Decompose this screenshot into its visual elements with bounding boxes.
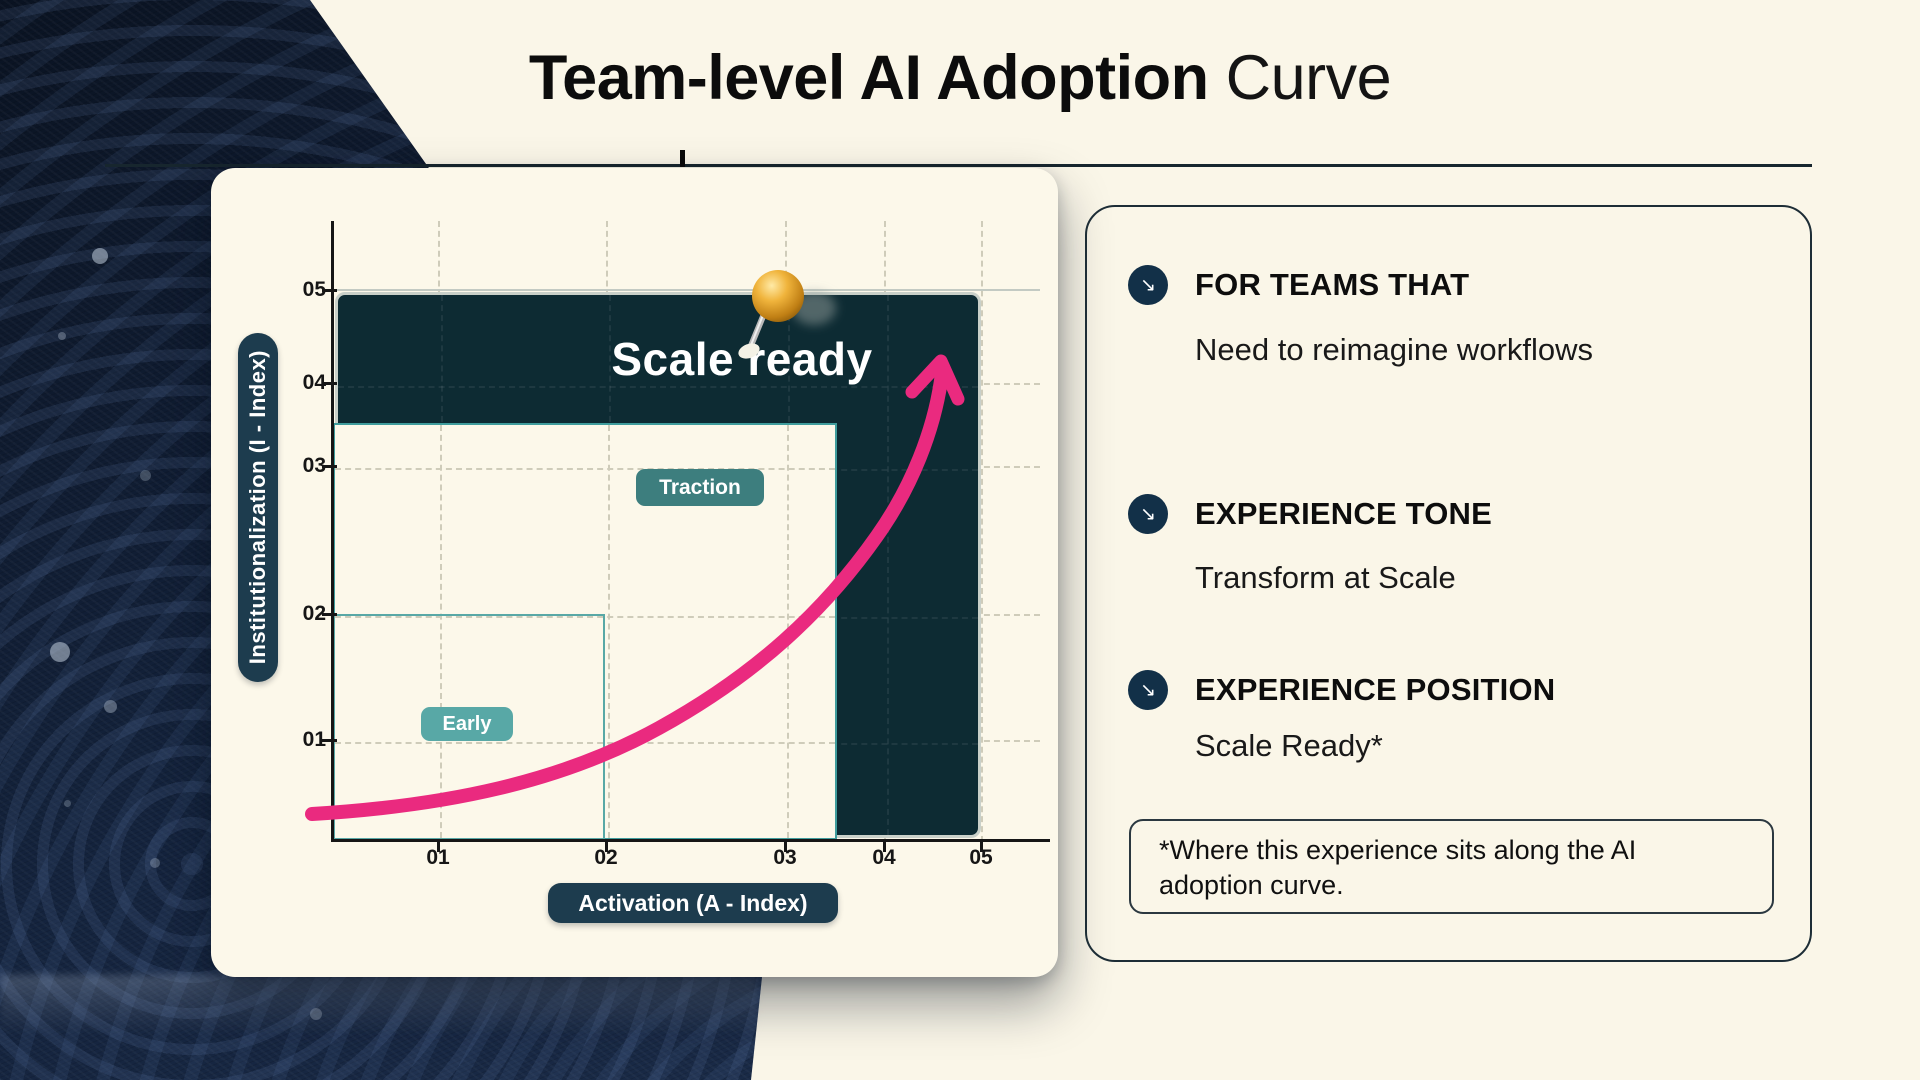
- x-tick-label: 04: [872, 846, 896, 869]
- light-wash-overlay: [0, 975, 758, 1035]
- x-axis-label-badge: Activation (A - Index): [548, 883, 838, 923]
- arrow-glyph: ↘: [1140, 503, 1156, 525]
- gridline-y05: [333, 289, 1040, 291]
- x-tick: [437, 842, 440, 852]
- speckle-dot: [140, 470, 151, 481]
- panel-body: Scale Ready*: [1195, 728, 1383, 763]
- panel-body: Transform at Scale: [1195, 560, 1456, 595]
- x-tick-label: 03: [773, 846, 797, 869]
- arrow-down-right-icon: ↘: [1128, 670, 1168, 710]
- speckle-dot: [64, 800, 71, 807]
- speckle-dot: [58, 332, 66, 340]
- slide-notch: [680, 150, 685, 167]
- y-tick-label: 01: [302, 728, 326, 751]
- chart-card: 05 04 03 02 01 01 02 03 04 05 Scale read…: [211, 168, 1058, 977]
- arrow-glyph: ↘: [1140, 679, 1156, 701]
- panel-heading: EXPERIENCE TONE: [1195, 496, 1493, 531]
- speckle-dot: [150, 858, 160, 868]
- y-axis-label-text: Institutionalization (I - Index): [245, 350, 270, 665]
- page-title: Team-level AI Adoption Curve: [0, 42, 1920, 114]
- speckle-dot: [104, 700, 117, 713]
- x-axis-line: [331, 839, 1050, 842]
- zone-label-traction: Traction: [636, 469, 764, 506]
- footnote-line: adoption curve.: [1159, 870, 1344, 900]
- arrow-glyph: ↘: [1140, 274, 1156, 296]
- panel-heading: FOR TEAMS THAT: [1195, 267, 1470, 302]
- x-tick: [784, 842, 787, 852]
- page-title-bold: Team-level AI Adoption: [528, 43, 1209, 113]
- x-tick-label: 02: [594, 846, 618, 869]
- page-title-light: Curve: [1225, 43, 1392, 113]
- x-tick: [883, 842, 886, 852]
- title-underline: [105, 164, 1812, 167]
- x-tick-label: 01: [426, 846, 450, 869]
- zone-gridline: [608, 425, 610, 838]
- gridline-x05: [981, 221, 983, 842]
- zone-label-scale-ready: Scale ready: [611, 333, 873, 385]
- y-tick-label: 02: [302, 602, 326, 625]
- arrow-down-right-icon: ↘: [1128, 265, 1168, 305]
- y-tick-label: 04: [302, 371, 326, 394]
- zone-gridline: [787, 425, 789, 838]
- zone-label-early: Early: [421, 707, 513, 741]
- footnote-box: *Where this experience sits along the AI…: [1129, 819, 1774, 914]
- speckle-dot: [50, 642, 70, 662]
- y-axis-label-badge: Institutionalization (I - Index): [238, 333, 278, 682]
- panel-body: Need to reimagine workflows: [1195, 332, 1594, 367]
- footnote-line: *Where this experience sits along the AI: [1159, 835, 1637, 865]
- arrow-down-right-icon: ↘: [1128, 494, 1168, 534]
- y-axis-line: [331, 221, 334, 842]
- x-tick: [605, 842, 608, 852]
- panel-heading: EXPERIENCE POSITION: [1195, 672, 1556, 707]
- info-panel: ↘ FOR TEAMS THAT Need to reimagine workf…: [1085, 205, 1812, 962]
- x-tick-label: 05: [969, 846, 993, 869]
- y-tick-label: 05: [302, 278, 326, 301]
- zone-gridline: [338, 386, 978, 388]
- speckle-dot: [92, 248, 108, 264]
- x-tick: [980, 842, 983, 852]
- y-tick: [322, 289, 337, 292]
- y-tick-label: 03: [302, 454, 326, 477]
- speckle-dot: [310, 1008, 322, 1020]
